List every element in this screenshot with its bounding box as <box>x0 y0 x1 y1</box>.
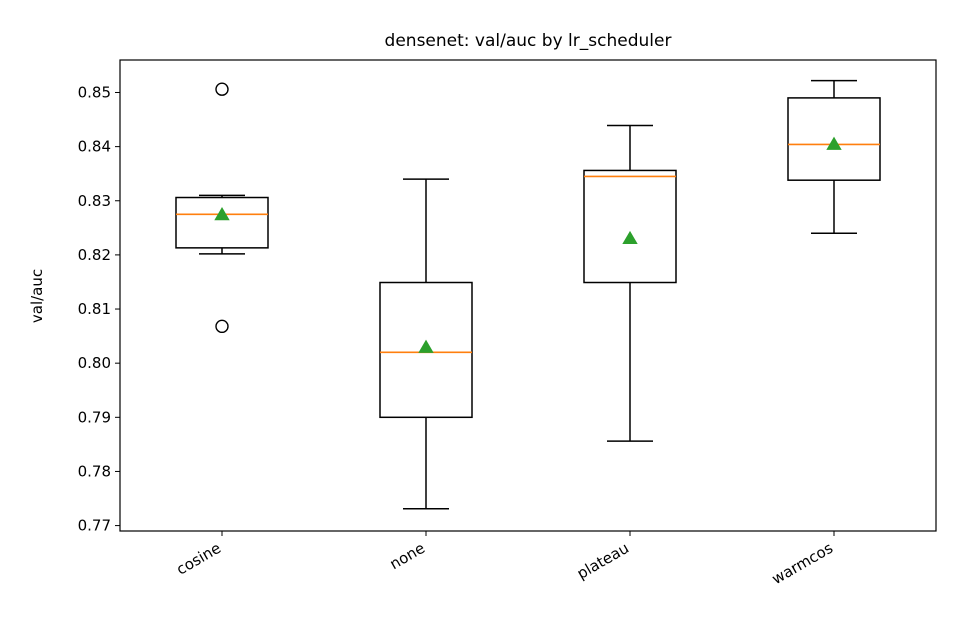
y-tick-label: 0.84 <box>78 138 111 156</box>
box-none <box>379 178 473 510</box>
box-plateau <box>583 124 677 442</box>
mean-marker <box>214 207 230 221</box>
outlier-point <box>215 319 229 334</box>
iqr-box <box>175 196 269 249</box>
mean-marker <box>826 136 842 150</box>
y-tick-label: 0.77 <box>78 517 111 535</box>
outlier-point <box>215 82 229 96</box>
y-tick-label: 0.83 <box>78 192 111 210</box>
plot-area <box>175 79 881 510</box>
x-tick-label: cosine <box>173 539 224 579</box>
y-axis-label: val/auc <box>28 269 46 323</box>
iqr-box <box>583 169 677 284</box>
y-tick-label: 0.85 <box>78 83 111 101</box>
y-axis: 0.77 0.78 0.79 0.80 0.81 0.82 0.83 0.84 0.85 <box>78 83 120 535</box>
chart-title: densenet: val/auc by lr_scheduler <box>385 31 672 51</box>
x-tick-label: plateau <box>574 539 632 583</box>
mean-marker <box>622 230 638 245</box>
plot-frame <box>119 59 937 532</box>
x-tick-label: warmcos <box>769 539 836 588</box>
y-tick-label: 0.79 <box>78 408 111 426</box>
y-tick-label: 0.82 <box>78 246 111 264</box>
x-tick-label: none <box>387 539 428 573</box>
y-tick-label: 0.81 <box>78 300 111 318</box>
box-cosine <box>175 82 269 334</box>
iqr-box <box>787 97 881 181</box>
y-tick-label: 0.78 <box>78 462 111 480</box>
mean-marker <box>418 339 434 353</box>
x-axis: cosine none plateau warmcos <box>173 531 836 588</box>
y-tick-label: 0.80 <box>78 354 111 372</box>
box-warmcos <box>787 79 881 234</box>
iqr-box <box>379 281 473 419</box>
